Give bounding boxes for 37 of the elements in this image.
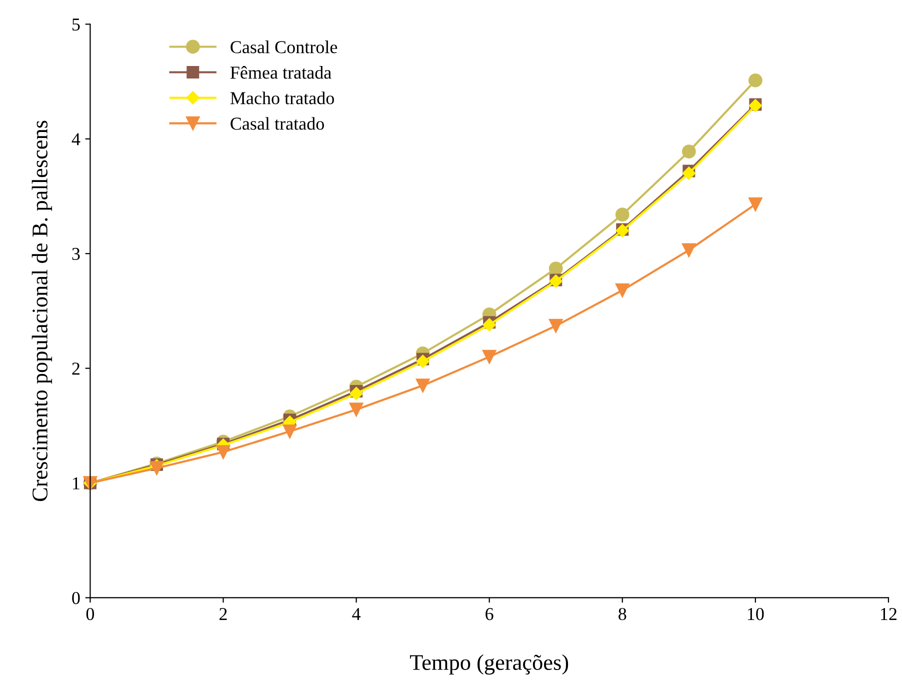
point [682, 144, 696, 158]
x-axis-title: Tempo (gerações) [410, 654, 568, 675]
legend-label: Casal Controle [230, 40, 338, 54]
point [682, 166, 696, 180]
legend-label: Fêmea tratada [230, 66, 332, 79]
x-tick-label: 0 [86, 608, 94, 620]
legend-label: Macho tratado [230, 92, 334, 104]
y-tick-label: 4 [72, 133, 80, 146]
x-tick-label: 10 [748, 608, 764, 620]
y-tick-label: 3 [72, 248, 80, 260]
legend-label: Casal tratado [230, 117, 324, 130]
point [548, 318, 563, 333]
point [416, 354, 430, 368]
y-tick-label: 5 [72, 18, 80, 31]
point [615, 208, 630, 222]
y-tick-label: 2 [72, 362, 80, 375]
point [416, 378, 430, 392]
y-axis-title: Crescimento populacional de B. pallescens [32, 120, 52, 502]
point [682, 243, 696, 258]
point [349, 402, 364, 417]
point [482, 318, 496, 332]
x-tick-label: 12 [881, 608, 896, 620]
x-tick-label: 4 [352, 608, 361, 620]
x-tick-label: 6 [486, 608, 494, 620]
point [482, 350, 496, 364]
y-tick-label: 1 [73, 477, 80, 490]
x-tick-label: 8 [618, 608, 626, 620]
point [216, 445, 230, 459]
point [748, 197, 762, 212]
point [282, 424, 297, 438]
point [615, 283, 630, 298]
point [150, 461, 164, 476]
point [350, 386, 363, 400]
y-tick-label: 0 [72, 592, 80, 604]
x-tick-label: 2 [220, 608, 227, 620]
point [748, 73, 762, 88]
point [548, 262, 563, 276]
